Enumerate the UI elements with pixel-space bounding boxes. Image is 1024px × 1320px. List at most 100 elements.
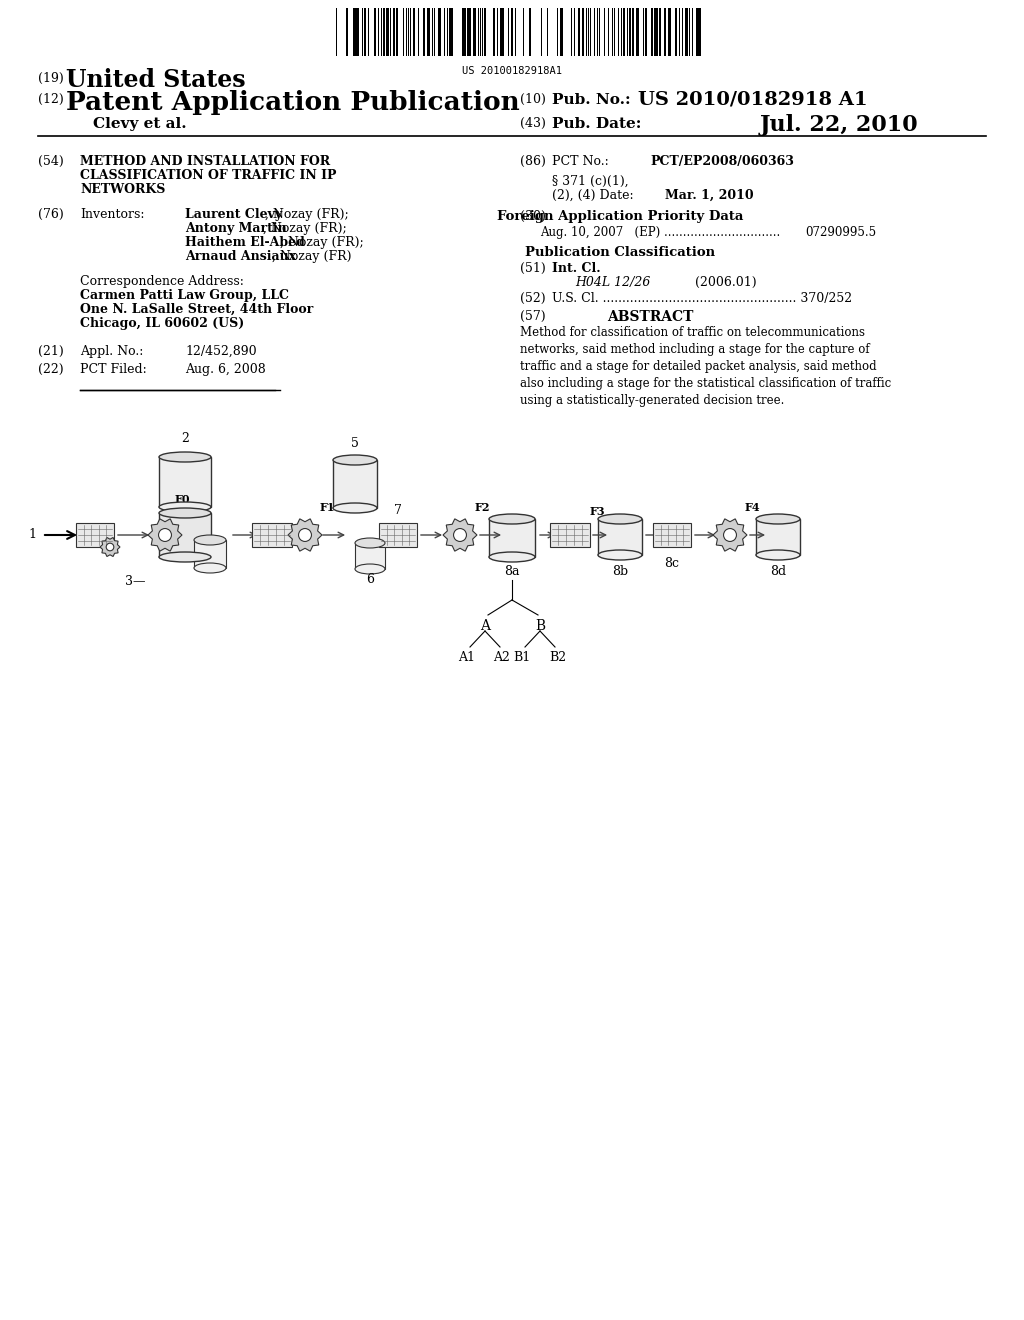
Circle shape (159, 528, 171, 541)
Text: 6: 6 (366, 573, 374, 586)
Text: F0: F0 (175, 494, 190, 506)
Bar (653, 523, 691, 546)
Text: PCT Filed:: PCT Filed: (80, 363, 146, 376)
Text: METHOD AND INSTALLATION FOR: METHOD AND INSTALLATION FOR (80, 154, 330, 168)
Text: Carmen Patti Law Group, LLC: Carmen Patti Law Group, LLC (80, 289, 289, 302)
Ellipse shape (489, 552, 535, 562)
Text: Laurent Clevy: Laurent Clevy (185, 209, 283, 220)
Bar (473, 8, 475, 55)
Text: § 371 (c)(1),: § 371 (c)(1), (552, 176, 629, 187)
Polygon shape (443, 519, 477, 552)
Text: Aug. 10, 2007   (EP) ...............................: Aug. 10, 2007 (EP) .....................… (540, 226, 780, 239)
Text: (51): (51) (520, 261, 546, 275)
Text: Appl. No.:: Appl. No.: (80, 345, 143, 358)
Bar (511, 8, 513, 55)
Text: ABSTRACT: ABSTRACT (607, 310, 693, 323)
Text: 8a: 8a (504, 565, 520, 578)
Bar (396, 8, 398, 55)
Text: 07290995.5: 07290995.5 (805, 226, 877, 239)
Bar (159, 513, 211, 557)
Text: (22): (22) (38, 363, 63, 376)
Polygon shape (713, 519, 746, 552)
Bar (685, 8, 688, 55)
Text: (30): (30) (520, 210, 546, 223)
Text: , Nozay (FR): , Nozay (FR) (272, 249, 351, 263)
Text: B2: B2 (550, 651, 566, 664)
Bar (578, 8, 580, 55)
Bar (159, 457, 211, 507)
Text: 5: 5 (351, 437, 359, 450)
Bar (493, 8, 495, 55)
Bar (560, 8, 562, 55)
Circle shape (106, 544, 114, 550)
Bar (696, 8, 699, 55)
Text: Patent Application Publication: Patent Application Publication (66, 90, 520, 115)
Text: PCT/EP2008/060363: PCT/EP2008/060363 (650, 154, 794, 168)
Text: F3: F3 (590, 506, 605, 517)
Ellipse shape (489, 513, 535, 524)
Bar (450, 8, 452, 55)
Text: Aug. 6, 2008: Aug. 6, 2008 (185, 363, 266, 376)
Polygon shape (148, 519, 182, 552)
Text: Publication Classification: Publication Classification (525, 246, 715, 259)
Ellipse shape (333, 503, 377, 513)
Bar (468, 8, 471, 55)
Text: CLASSIFICATION OF TRAFFIC IN IP: CLASSIFICATION OF TRAFFIC IN IP (80, 169, 337, 182)
Bar (355, 8, 357, 55)
Text: A: A (480, 619, 490, 634)
Text: 3—: 3— (125, 576, 145, 587)
Text: H04L 12/26: H04L 12/26 (575, 276, 650, 289)
Text: Chicago, IL 60602 (US): Chicago, IL 60602 (US) (80, 317, 245, 330)
Text: (57): (57) (520, 310, 546, 323)
Text: Correspondence Address:: Correspondence Address: (80, 275, 244, 288)
Text: 7: 7 (394, 504, 402, 517)
Bar (598, 519, 642, 554)
Ellipse shape (159, 502, 211, 512)
Bar (194, 540, 226, 568)
Bar (439, 8, 441, 55)
Circle shape (454, 528, 467, 541)
Text: A1: A1 (459, 651, 475, 664)
Bar (675, 8, 677, 55)
Text: B1: B1 (513, 651, 530, 664)
Polygon shape (100, 537, 120, 557)
Bar (353, 8, 355, 55)
Text: U.S. Cl. .................................................. 370/252: U.S. Cl. ...............................… (552, 292, 852, 305)
Bar (501, 8, 504, 55)
Text: 1: 1 (28, 528, 36, 541)
Ellipse shape (194, 564, 226, 573)
Text: (10): (10) (520, 92, 546, 106)
Bar (355, 543, 385, 569)
Text: F1: F1 (319, 502, 336, 513)
Text: 2: 2 (181, 432, 189, 445)
Bar (413, 8, 415, 55)
Text: (43): (43) (520, 117, 546, 129)
Ellipse shape (159, 552, 211, 562)
Text: Inventors:: Inventors: (80, 209, 144, 220)
Text: (2006.01): (2006.01) (695, 276, 757, 289)
Bar (423, 8, 425, 55)
Text: , Nozay (FR);: , Nozay (FR); (263, 222, 347, 235)
Text: , Nozay (FR);: , Nozay (FR); (280, 236, 364, 249)
Text: Antony Martin: Antony Martin (185, 222, 287, 235)
Text: Arnaud Ansiaux: Arnaud Ansiaux (185, 249, 296, 263)
Text: (12): (12) (38, 92, 63, 106)
Text: Pub. Date:: Pub. Date: (552, 117, 641, 131)
Text: Clevy et al.: Clevy et al. (93, 117, 186, 131)
Text: NETWORKS: NETWORKS (80, 183, 165, 195)
Ellipse shape (333, 455, 377, 465)
Text: (19): (19) (38, 73, 63, 84)
Bar (346, 8, 348, 55)
Text: Jul. 22, 2010: Jul. 22, 2010 (760, 114, 919, 136)
Bar (489, 519, 535, 557)
Bar (629, 8, 631, 55)
Text: PCT No.:: PCT No.: (552, 154, 608, 168)
Text: US 20100182918A1: US 20100182918A1 (462, 66, 562, 77)
Bar (428, 8, 430, 55)
Bar (636, 8, 639, 55)
Text: United States: United States (66, 69, 246, 92)
Text: Haithem El-Abed: Haithem El-Abed (185, 236, 305, 249)
Text: US 2010/0182918 A1: US 2010/0182918 A1 (638, 91, 867, 110)
Ellipse shape (598, 513, 642, 524)
Bar (655, 8, 658, 55)
